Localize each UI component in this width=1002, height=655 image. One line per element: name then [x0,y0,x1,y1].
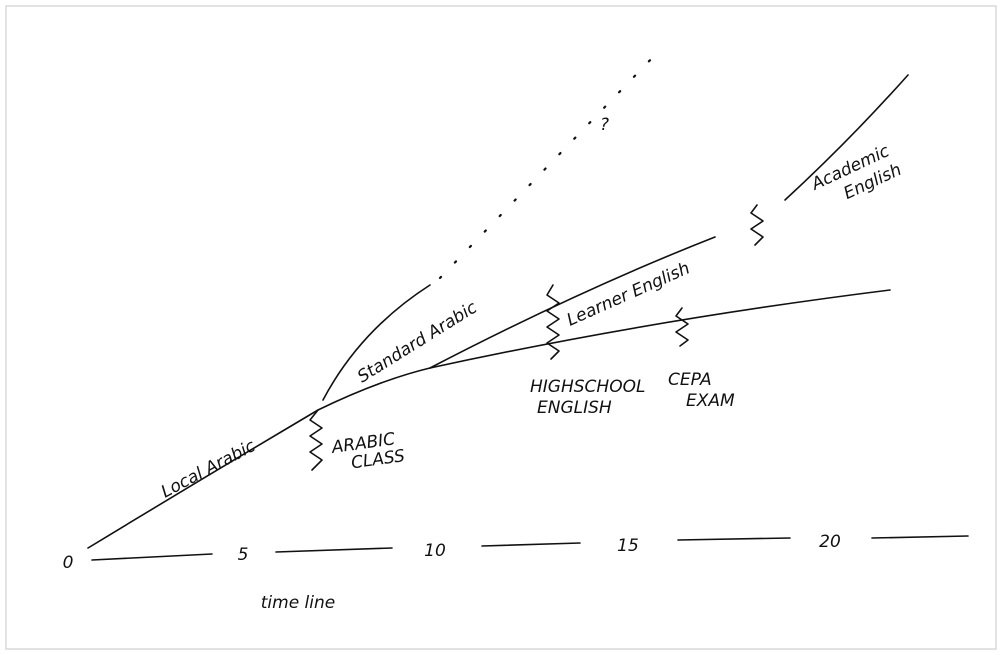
label-line: CEPA [668,370,712,390]
label-line: HIGHSCHOOL [530,377,645,397]
label: ? [600,115,609,135]
tick-label: 20 [819,532,841,552]
timeline-axis [91,535,969,561]
label: HIGHSCHOOL ENGLISH [530,377,651,418]
tick-label: 15 [617,536,639,556]
frame [5,5,997,650]
tick-label: 5 [238,545,249,565]
dotted-line [438,53,657,280]
tick-label: 10 [424,541,446,561]
development-lines [87,74,909,549]
label: CEPA EXAM [668,370,735,411]
timeline-caption: time line [261,593,336,613]
label-line: EXAM [686,391,735,411]
tick-label: 0 [63,553,74,573]
label-line: ENGLISH [537,398,612,418]
